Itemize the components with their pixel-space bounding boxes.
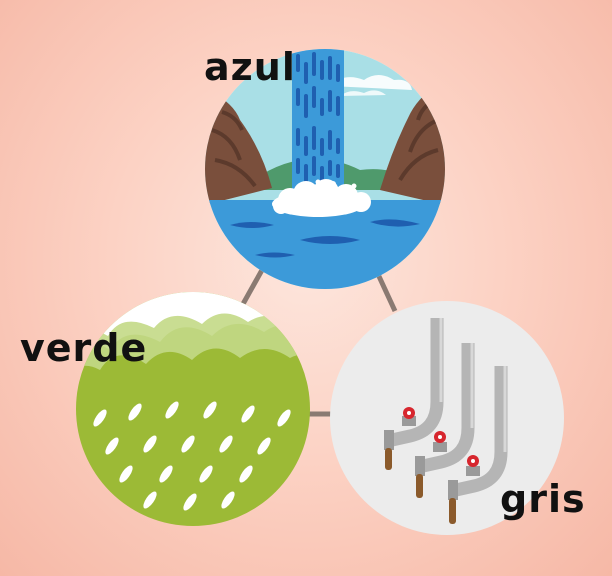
pipes-faucets-icon — [330, 301, 564, 535]
waterfall-icon — [205, 49, 445, 289]
pipe-3 — [448, 366, 508, 524]
connector-lines — [240, 268, 398, 417]
connector-blue-green — [240, 268, 265, 306]
pipe-1 — [384, 318, 444, 470]
label-blue: azul — [204, 45, 296, 89]
label-green: verde — [20, 326, 148, 370]
pipe-2 — [415, 343, 475, 498]
label-grey: gris — [500, 477, 586, 521]
connector-blue-grey — [374, 270, 398, 313]
